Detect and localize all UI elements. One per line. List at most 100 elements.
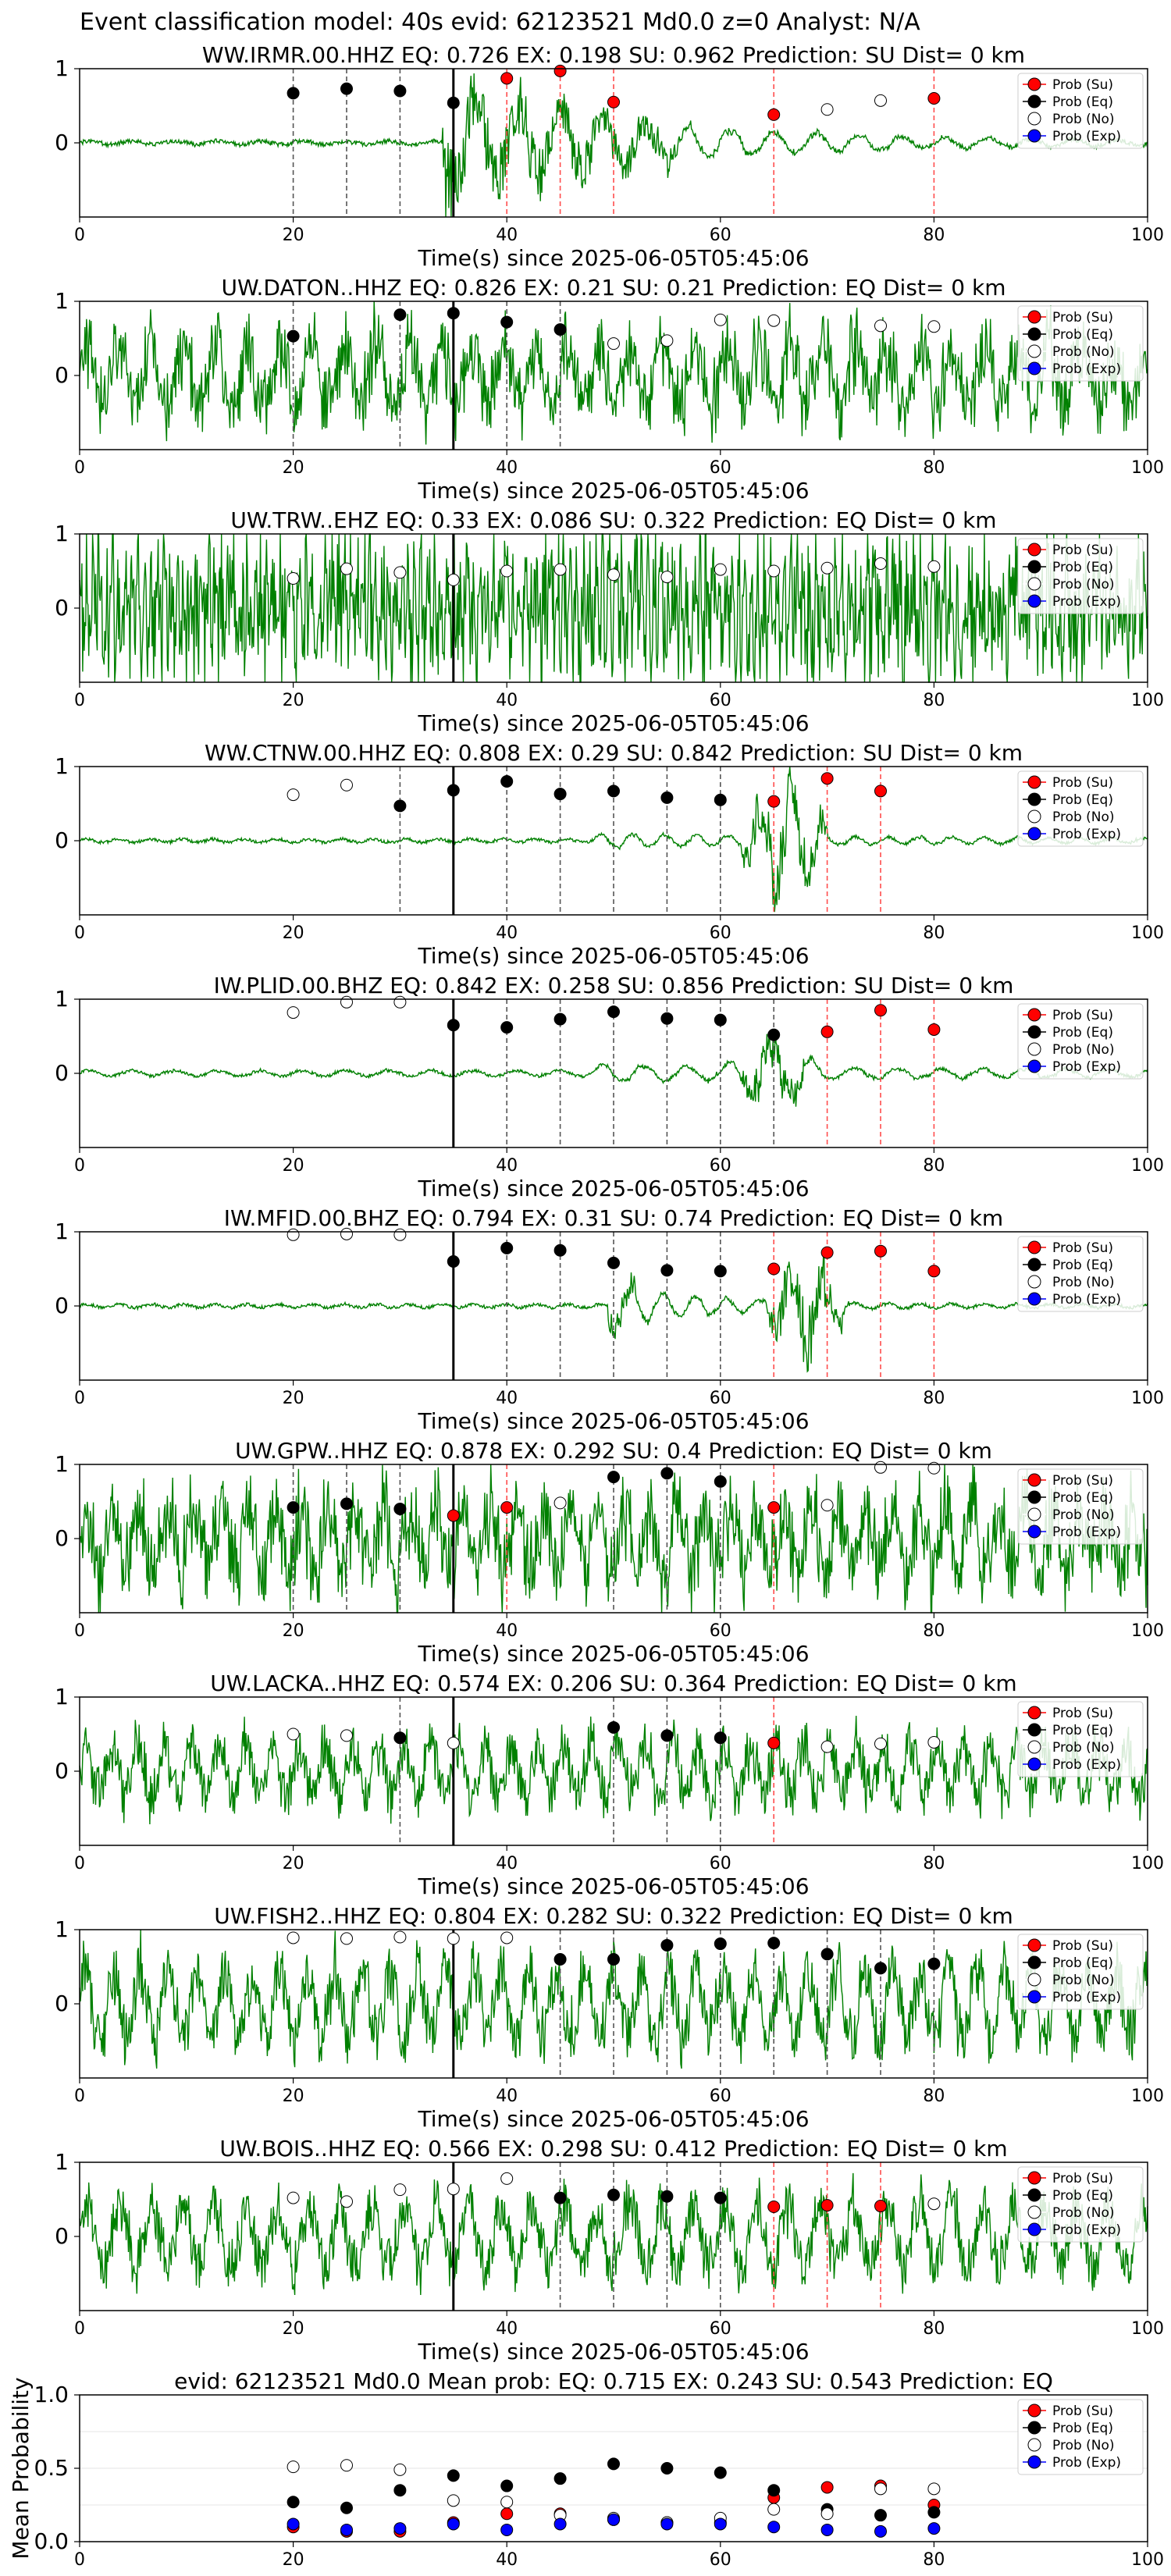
y-tick-label: 0 bbox=[55, 595, 69, 621]
y-tick-label: 1.0 bbox=[34, 2382, 69, 2407]
x-tick-label: 40 bbox=[496, 1854, 518, 1873]
x-tick-label: 100 bbox=[1131, 226, 1164, 245]
x-axis-label: Time(s) since 2025-06-05T05:45:06 bbox=[417, 2106, 809, 2132]
prob-marker-eq bbox=[553, 788, 567, 801]
waveform-trace bbox=[79, 1464, 1148, 1614]
legend-label: Prob (Exp) bbox=[1052, 361, 1121, 377]
prob-marker-no bbox=[553, 1496, 567, 1510]
mean-marker-exp bbox=[714, 2517, 727, 2531]
y-tick-label: 0 bbox=[55, 1293, 69, 1318]
mean-marker-exp bbox=[500, 2523, 514, 2536]
legend-label: Prob (No) bbox=[1052, 1275, 1115, 1290]
prob-marker-eq bbox=[447, 1255, 460, 1268]
prob-marker-no bbox=[500, 1931, 514, 1944]
legend-label: Prob (No) bbox=[1052, 577, 1115, 592]
legend-label: Prob (Eq) bbox=[1052, 792, 1113, 808]
prob-marker-eq bbox=[287, 87, 300, 100]
legend-box bbox=[1017, 2399, 1144, 2475]
prob-marker-su bbox=[820, 1246, 834, 1259]
x-tick-label: 40 bbox=[496, 458, 518, 478]
prob-marker-eq bbox=[553, 323, 567, 336]
legend-marker bbox=[1027, 1025, 1041, 1039]
axes-frame bbox=[79, 2394, 1148, 2542]
prob-marker-eq bbox=[340, 1497, 353, 1510]
legend-marker bbox=[1027, 1473, 1041, 1487]
y-tick-label: 0 bbox=[55, 362, 69, 388]
prob-marker-su bbox=[874, 785, 887, 798]
mean-marker-no bbox=[447, 2494, 460, 2507]
legend: Prob (Su)Prob (Eq)Prob (No)Prob (Exp) bbox=[1017, 538, 1144, 614]
y-tick-label: 0.0 bbox=[34, 2528, 69, 2554]
prob-marker-eq bbox=[393, 308, 407, 322]
prob-marker-eq bbox=[393, 84, 407, 98]
axes-frame bbox=[79, 68, 1148, 218]
legend-marker bbox=[1027, 1525, 1041, 1539]
y-tick-label: 1 bbox=[55, 753, 69, 779]
prob-marker-eq bbox=[500, 1021, 514, 1034]
prob-marker-eq bbox=[714, 1013, 727, 1026]
prob-marker-eq bbox=[660, 1938, 674, 1952]
y-tick-label: 0 bbox=[55, 130, 69, 155]
prob-marker-no bbox=[767, 564, 781, 578]
prob-marker-no bbox=[874, 94, 887, 107]
prob-marker-su bbox=[927, 92, 941, 105]
panel-6: IW.MFID.00.BHZ EQ: 0.794 EX: 0.31 SU: 0.… bbox=[55, 1205, 1164, 1434]
prob-marker-no bbox=[287, 1931, 300, 1944]
prob-marker-eq bbox=[714, 1265, 727, 1278]
prob-marker-eq bbox=[660, 2190, 674, 2203]
mean-marker-eq bbox=[447, 2469, 460, 2482]
legend-marker bbox=[1027, 594, 1041, 608]
legend-label: Prob (Eq) bbox=[1052, 1258, 1113, 1273]
mean-marker-exp bbox=[447, 2517, 460, 2531]
prob-marker-su bbox=[874, 1004, 887, 1017]
legend-marker bbox=[1027, 1990, 1041, 2004]
panel-1: WW.IRMR.00.HHZ EQ: 0.726 EX: 0.198 SU: 0… bbox=[55, 42, 1164, 271]
legend-label: Prob (No) bbox=[1052, 1042, 1115, 1058]
x-axis-label: Time(s) since 2025-06-05T05:45:06 bbox=[417, 943, 809, 969]
x-tick-label: 60 bbox=[710, 1156, 731, 1176]
mean-marker-exp bbox=[393, 2522, 407, 2535]
prob-marker-no bbox=[874, 1737, 887, 1750]
prob-marker-eq bbox=[660, 1467, 674, 1480]
x-tick-label: 100 bbox=[1131, 2087, 1164, 2106]
legend: Prob (Su)Prob (Eq)Prob (No)Prob (Exp) bbox=[1017, 770, 1144, 847]
prob-marker-eq bbox=[447, 784, 460, 797]
prob-marker-no bbox=[340, 1729, 353, 1742]
prob-marker-no bbox=[287, 788, 300, 802]
prob-marker-eq bbox=[393, 1503, 407, 1515]
legend-marker bbox=[1027, 1740, 1041, 1754]
prob-marker-su bbox=[874, 1244, 887, 1258]
panel-title: UW.DATON..HHZ EQ: 0.826 EX: 0.21 SU: 0.2… bbox=[222, 275, 1006, 301]
prob-marker-no bbox=[660, 334, 674, 347]
x-tick-label: 100 bbox=[1131, 2319, 1164, 2339]
prob-marker-no bbox=[927, 320, 941, 333]
legend: Prob (Su)Prob (Eq)Prob (No)Prob (Exp) bbox=[1017, 1468, 1144, 1545]
panel-5: IW.PLID.00.BHZ EQ: 0.842 EX: 0.258 SU: 0… bbox=[55, 973, 1164, 1201]
legend-marker bbox=[1027, 1973, 1041, 1987]
legend-label: Prob (Exp) bbox=[1052, 129, 1121, 144]
x-tick-label: 20 bbox=[283, 1389, 304, 1408]
legend-label: Prob (Eq) bbox=[1052, 2188, 1113, 2204]
legend-marker bbox=[1027, 1059, 1041, 1073]
x-tick-label: 0 bbox=[74, 1621, 85, 1641]
legend-box bbox=[1017, 1003, 1144, 1080]
prob-marker-eq bbox=[767, 1937, 781, 1950]
y-tick-label: 0 bbox=[55, 1060, 69, 1086]
prob-marker-no bbox=[820, 103, 834, 116]
legend-marker bbox=[1027, 112, 1041, 126]
mean-marker-eq bbox=[500, 2479, 514, 2492]
mean-marker-no bbox=[874, 2482, 887, 2496]
waveform-trace bbox=[79, 1256, 1148, 1373]
prob-marker-no bbox=[820, 1740, 834, 1753]
mean-marker-eq bbox=[767, 2484, 781, 2497]
x-axis-label: Time(s) since 2025-06-05T05:45:06 bbox=[417, 1408, 809, 1434]
mean-marker-no bbox=[767, 2503, 781, 2516]
legend-marker bbox=[1027, 827, 1041, 841]
waveform-trace bbox=[79, 1031, 1148, 1107]
x-tick-label: 20 bbox=[283, 458, 304, 478]
prob-marker-no bbox=[767, 314, 781, 327]
legend-marker bbox=[1027, 129, 1041, 143]
x-tick-label: 100 bbox=[1131, 1389, 1164, 1408]
x-tick-label: 100 bbox=[1131, 1621, 1164, 1641]
